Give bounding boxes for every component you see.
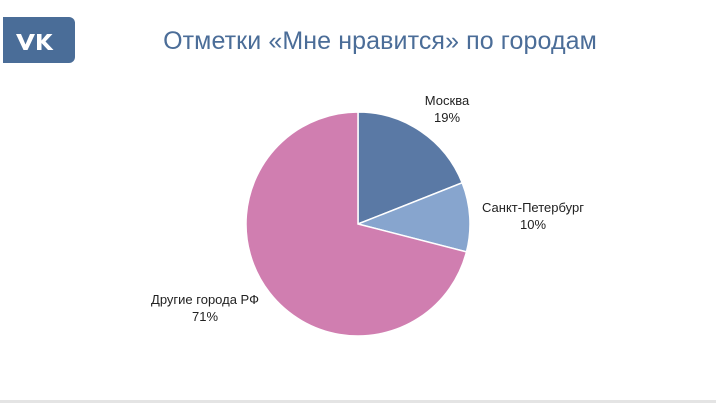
- pie-slice-1: [357, 111, 464, 226]
- vk-logo-icon: [3, 17, 75, 63]
- slice-label-2: Санкт-Петербург: [482, 200, 584, 215]
- slice-value-label-3: 71%: [192, 309, 218, 324]
- slice-label-3: Другие города РФ: [151, 292, 259, 307]
- slice-label-1: Москва: [425, 93, 470, 108]
- slice-value-label-1: 19%: [434, 110, 460, 125]
- pie-slice-3: [245, 111, 468, 337]
- slice-value-label-2: 10%: [520, 217, 546, 232]
- page-title: Отметки «Мне нравится» по городам: [163, 27, 597, 55]
- divider: [0, 400, 716, 403]
